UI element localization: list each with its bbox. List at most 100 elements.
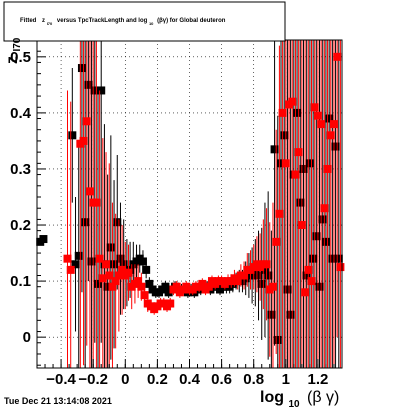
- y-axis-title-sub: I70: [12, 37, 23, 51]
- data-point: [264, 271, 273, 280]
- data-point: [293, 108, 302, 117]
- data-point: [77, 64, 86, 73]
- footer-timestamp: Tue Dec 21 13:14:08 2021: [4, 396, 112, 406]
- data-point: [312, 232, 321, 241]
- data-point: [291, 170, 300, 179]
- x-tick-label: 1.2: [307, 371, 328, 388]
- data-point: [68, 131, 77, 140]
- data-point: [240, 271, 249, 280]
- data-point: [267, 310, 276, 319]
- data-point: [304, 265, 313, 274]
- title-suffix: (βγ) for Global deuteron: [157, 18, 226, 24]
- x-tick-label: 0.2: [147, 371, 168, 388]
- data-point: [108, 282, 117, 291]
- data-point: [172, 282, 181, 291]
- data-point: [268, 282, 277, 291]
- data-point: [198, 279, 207, 288]
- data-point: [105, 271, 114, 280]
- data-point: [79, 136, 88, 145]
- title-frame: [3, 1, 286, 42]
- data-point: [294, 148, 303, 157]
- data-point: [97, 86, 106, 95]
- data-point: [334, 254, 343, 263]
- title-middle: versus TpcTrackLength and log: [57, 18, 148, 24]
- data-point: [296, 198, 305, 207]
- data-point: [134, 277, 143, 286]
- data-point: [262, 260, 271, 269]
- data-point: [257, 279, 266, 288]
- y-axis-title: z I70: [4, 37, 23, 64]
- data-point: [66, 265, 75, 274]
- data-point: [320, 204, 329, 213]
- data-point: [82, 117, 91, 126]
- data-point: [102, 260, 111, 269]
- data-point: [71, 260, 80, 269]
- data-point: [140, 291, 149, 300]
- data-point: [331, 142, 340, 151]
- axis-ticks: [37, 50, 335, 368]
- x-axis-title: log 10 (β γ): [260, 389, 339, 409]
- data-point: [204, 282, 213, 291]
- title-z: z: [42, 18, 45, 24]
- data-point: [114, 271, 123, 280]
- data-point: [118, 265, 127, 274]
- data-point: [307, 277, 316, 286]
- data-point: [116, 254, 125, 263]
- data-point: [323, 164, 332, 173]
- data-point: [301, 288, 310, 297]
- data-point: [106, 243, 115, 252]
- data-point: [81, 218, 90, 227]
- x-tick-label: 0.8: [243, 371, 264, 388]
- x-tick-label: 0.6: [211, 371, 232, 388]
- data-point: [142, 265, 151, 274]
- data-point: [87, 257, 96, 266]
- data-point: [317, 120, 326, 129]
- data-point: [328, 254, 337, 263]
- data-point: [113, 218, 122, 227]
- data-point: [138, 257, 147, 266]
- data-point: [233, 277, 242, 286]
- data-point: [260, 265, 269, 274]
- title-z-sub: I70: [47, 21, 53, 26]
- data-point: [313, 111, 322, 120]
- data-point: [275, 209, 284, 218]
- data-point: [90, 86, 99, 95]
- data-point: [137, 282, 146, 291]
- data-point: [110, 260, 119, 269]
- data-point: [329, 120, 338, 129]
- data-point: [103, 282, 112, 291]
- data-point: [325, 114, 334, 123]
- data-point: [321, 237, 330, 246]
- y-tick-label: 0.5: [10, 49, 31, 66]
- data-point: [145, 279, 154, 288]
- data-point: [326, 131, 335, 140]
- y-axis-title-main: z: [4, 56, 21, 64]
- title-prefix: Fitted: [20, 18, 37, 24]
- data-point: [95, 254, 104, 263]
- data-point: [310, 103, 319, 112]
- data-point: [84, 80, 93, 89]
- data-point: [318, 215, 327, 224]
- data-point: [309, 254, 318, 263]
- x-tick-label: 1: [282, 371, 290, 388]
- data-point: [315, 282, 324, 291]
- data-point: [286, 310, 295, 319]
- data-point: [278, 108, 287, 117]
- data-point: [119, 260, 128, 269]
- data-point: [39, 235, 48, 244]
- chart-title: Fitted z I70 versus TpcTrackLength and l…: [20, 18, 226, 27]
- y-tick-label: 0.4: [10, 105, 32, 122]
- y-tick-label: 0: [23, 329, 31, 346]
- tick-labels: −0.4 −0.2 0 0.2 0.4 0.6 0.8 1 1.2 0 0.1 0.2 0.3 0.4 0.…: [10, 49, 328, 388]
- data-point: [270, 145, 279, 154]
- title-box: Fitted z I70 versus TpcTrackLength and l…: [3, 1, 286, 42]
- title-log-sub: 10: [149, 21, 154, 26]
- data-point: [302, 271, 311, 280]
- y-tick-label: 0.3: [10, 161, 31, 178]
- data-point: [273, 335, 282, 344]
- data-point: [297, 221, 306, 230]
- y-tick-label: 0.2: [10, 217, 31, 234]
- data-point: [272, 237, 281, 246]
